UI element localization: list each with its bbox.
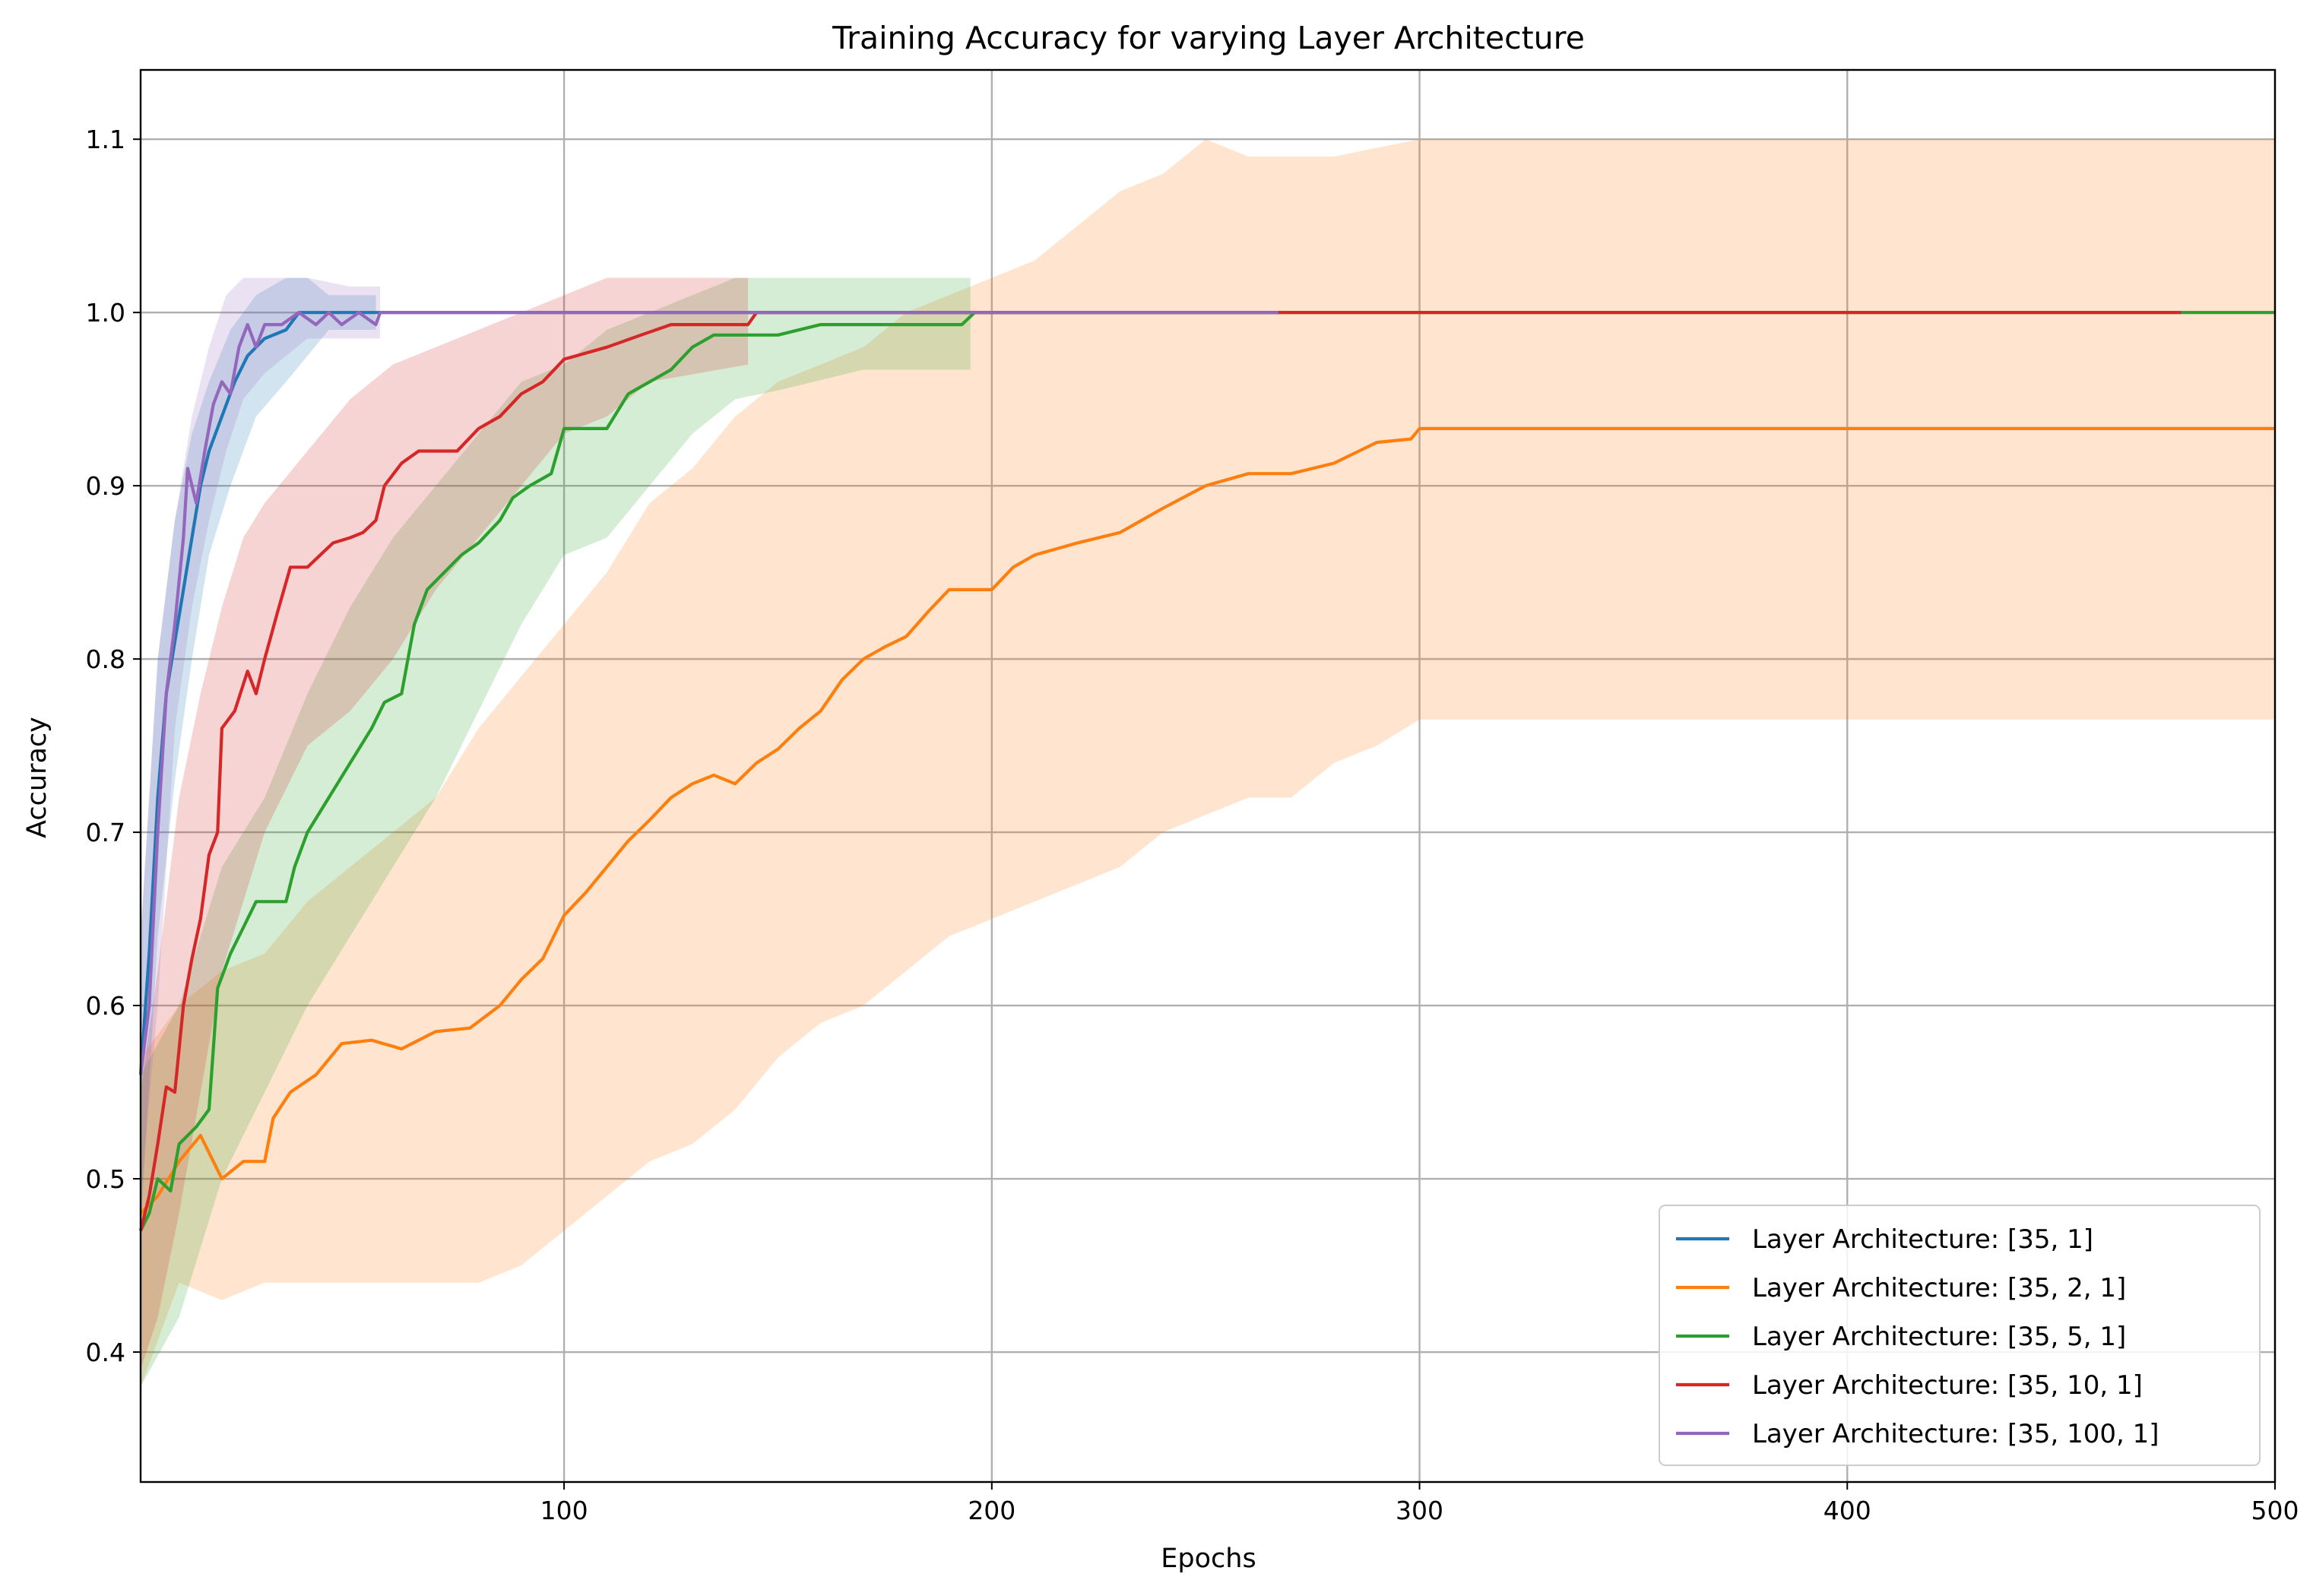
x-tick-label: 300 — [1396, 1496, 1443, 1525]
y-tick-label: 0.7 — [86, 818, 125, 847]
x-tick-label: 500 — [2251, 1496, 2299, 1525]
series-lines — [138, 311, 2275, 1232]
line-layer-architecture-35-2-1 — [139, 426, 2275, 1215]
axis-ticks: 100 200 300 400 500 0.4 0.5 0.6 0.7 0.8 0.9 1.0 1.1 — [86, 125, 2299, 1525]
legend-box — [1659, 1205, 2261, 1466]
plot-frame — [139, 68, 2277, 1484]
x-tick-label: 100 — [540, 1496, 588, 1525]
line-layer-architecture-35-10-1 — [138, 311, 2182, 1231]
legend: Layer Architecture: [35, 1] Layer Archite… — [1659, 1205, 2261, 1466]
legend-entry: Layer Architecture: [35, 5, 1] — [1752, 1322, 2126, 1352]
line-layer-architecture-35-5-1 — [139, 311, 2275, 1232]
y-axis-label: Accuracy — [22, 717, 52, 838]
legend-entry: Layer Architecture: [35, 2, 1] — [1752, 1273, 2126, 1303]
y-tick-label: 0.5 — [86, 1164, 125, 1194]
band-layer-architecture-35-1 — [141, 277, 376, 1231]
band-layer-architecture-35-100-1 — [141, 277, 381, 1196]
x-tick-label: 200 — [968, 1496, 1016, 1525]
chart-title: Training Accuracy for varying Layer Arch… — [832, 20, 1585, 56]
band-layer-architecture-35-2-1 — [141, 139, 2275, 1387]
band-layer-architecture-35-10-1 — [141, 277, 749, 1370]
y-tick-label: 0.8 — [86, 644, 125, 674]
legend-entry: Layer Architecture: [35, 10, 1] — [1752, 1370, 2143, 1401]
x-tick-label: 400 — [1823, 1496, 1871, 1525]
x-axis-label: Epochs — [1161, 1544, 1256, 1574]
y-tick-label: 0.6 — [86, 991, 125, 1021]
legend-entry: Layer Architecture: [35, 1] — [1752, 1224, 2093, 1255]
y-tick-label: 1.0 — [86, 298, 125, 328]
line-layer-architecture-35-100-1 — [138, 311, 1278, 1075]
y-tick-label: 1.1 — [86, 125, 125, 154]
y-tick-label: 0.4 — [86, 1338, 125, 1367]
legend-entry: Layer Architecture: [35, 100, 1] — [1752, 1419, 2159, 1449]
y-tick-label: 0.9 — [86, 471, 125, 501]
